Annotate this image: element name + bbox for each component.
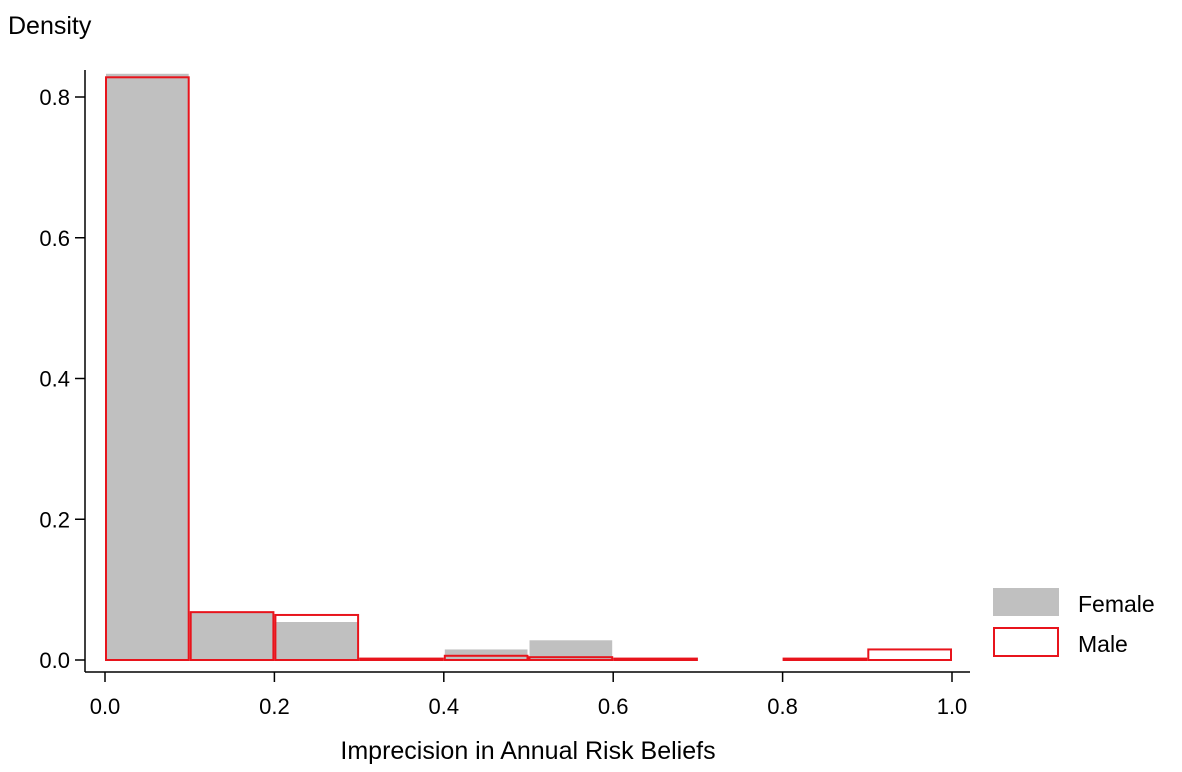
x-tick-label: 0.2 [259,694,290,719]
y-tick-label: 0.4 [39,367,70,392]
male-bar [613,657,698,662]
male-bar [105,76,190,662]
male-bar [189,611,275,662]
female-bars [106,73,697,661]
female-bar [529,640,613,660]
legend-label-female: Female [1078,591,1155,617]
y-axis-ticks: 0.0 0.2 0.4 0.6 0.8 [39,85,85,673]
legend-label-male: Male [1078,631,1128,657]
male-bar [867,648,952,661]
y-tick-label: 0.6 [39,226,70,251]
male-bar [782,657,868,662]
legend-swatch-female [993,588,1059,616]
x-tick-label: 1.0 [937,694,968,719]
male-bar [274,613,360,662]
y-axis-title: Density [8,12,92,40]
x-axis-ticks: 0.0 0.2 0.4 0.6 0.8 1.0 [90,672,968,719]
x-tick-label: 0.4 [429,694,460,719]
female-bar [190,612,274,660]
x-axis-title: Imprecision in Annual Risk Beliefs [340,737,715,765]
x-tick-label: 0.6 [598,694,629,719]
y-tick-label: 0.0 [39,648,70,673]
female-bar [444,649,528,660]
male-bar [443,654,529,662]
male-bar [528,656,614,661]
male-bars [105,76,952,662]
female-bar [275,621,359,660]
female-bar [106,73,189,661]
legend-swatch-male [993,627,1059,657]
male-bar [359,657,444,662]
legend: Female Male [993,588,1155,657]
x-tick-label: 0.0 [90,694,121,719]
y-tick-label: 0.8 [39,85,70,110]
x-tick-label: 0.8 [767,694,798,719]
y-tick-label: 0.2 [39,507,70,532]
